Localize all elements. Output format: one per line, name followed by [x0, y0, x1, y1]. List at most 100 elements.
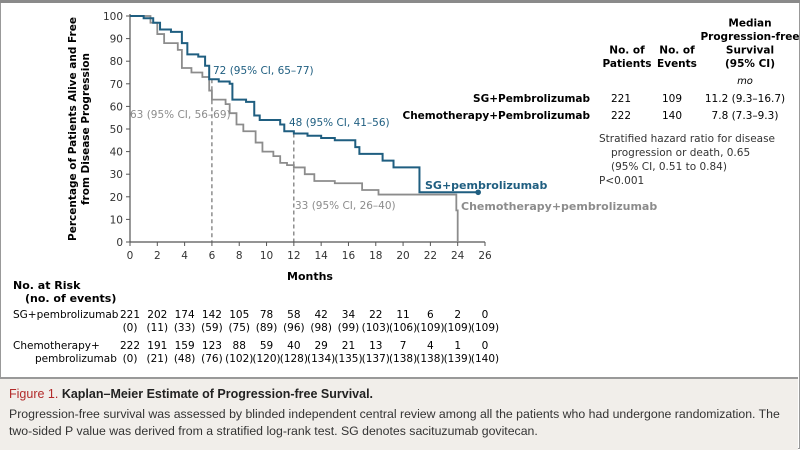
y-axis-label-line1: Percentage of Patients Alive and Free — [67, 17, 79, 241]
risk-table-subtitle: (no. of events) — [25, 292, 116, 305]
risk-event-count: (89) — [256, 322, 278, 334]
km-curve-chemo — [130, 15, 459, 242]
censor-mark — [475, 189, 481, 196]
risk-at-risk-count: 22 — [369, 309, 382, 321]
risk-at-risk-count: 202 — [147, 309, 167, 321]
y-tick-label: 10 — [110, 214, 123, 226]
risk-at-risk-count: 6 — [427, 309, 434, 321]
summary-header: No. of — [609, 45, 645, 57]
y-tick-label: 80 — [110, 56, 123, 68]
risk-at-risk-count: 11 — [396, 309, 409, 321]
km-chart: 0 2 4 6 8 10 12 14 16 18 20 22 24 2601020304050607080… — [13, 11, 800, 365]
summary-header: No. of — [659, 45, 695, 57]
top-rule — [0, 0, 800, 3]
summary-median: 7.8 (7.3–9.3) — [712, 110, 779, 122]
risk-event-count: (109) — [471, 322, 499, 334]
risk-event-count: (0) — [123, 353, 138, 365]
annotation-label: 63 (95% CI, 56–69) — [130, 109, 231, 121]
risk-at-risk-count: 0 — [482, 340, 489, 352]
summary-row-label: SG+Pembrolizumab — [473, 93, 590, 105]
x-tick-label: 6 — [209, 250, 216, 262]
risk-event-count: (137) — [362, 353, 390, 365]
risk-at-risk-count: 88 — [233, 340, 246, 352]
risk-event-count: (109) — [416, 322, 444, 334]
x-tick-label: 0 — [127, 250, 134, 262]
risk-at-risk-count: 123 — [202, 340, 222, 352]
x-tick-label: 2 — [154, 250, 161, 262]
y-tick-label: 50 — [110, 124, 123, 136]
summary-header: Median — [728, 18, 771, 30]
summary-patients: 222 — [611, 110, 631, 122]
y-tick-label: 90 — [110, 34, 123, 46]
y-tick-label: 20 — [110, 192, 123, 204]
x-axis-label: Months — [287, 270, 333, 283]
risk-event-count: (135) — [334, 353, 362, 365]
risk-event-count: (21) — [147, 353, 169, 365]
summary-unit: mo — [737, 76, 753, 87]
risk-table-title: No. at Risk — [13, 279, 81, 292]
risk-row-label: Chemotherapy+ — [13, 340, 100, 352]
risk-event-count: (99) — [338, 322, 360, 334]
risk-event-count: (128) — [280, 353, 308, 365]
annotation-label: 48 (95% CI, 41–56) — [289, 117, 390, 129]
y-tick-label: 0 — [116, 237, 123, 249]
risk-event-count: (138) — [389, 353, 417, 365]
series-label-sg: SG+pembrolizumab — [425, 179, 547, 192]
summary-median: 11.2 (9.3–16.7) — [705, 93, 785, 105]
x-tick-label: 26 — [478, 250, 492, 262]
km-curve-sg — [130, 15, 479, 194]
figure-label: Figure 1. — [9, 387, 59, 401]
risk-event-count: (11) — [147, 322, 169, 334]
risk-at-risk-count: 58 — [287, 309, 300, 321]
summary-header: (95% CI) — [725, 58, 775, 70]
hazard-ratio-text: (95% CI, 0.51 to 0.84) — [611, 161, 727, 173]
x-tick-label: 22 — [424, 250, 437, 262]
summary-events: 109 — [662, 93, 682, 105]
risk-at-risk-count: 222 — [120, 340, 140, 352]
risk-event-count: (106) — [389, 322, 417, 334]
risk-at-risk-count: 174 — [175, 309, 195, 321]
x-tick-label: 4 — [181, 250, 188, 262]
risk-at-risk-count: 34 — [342, 309, 356, 321]
risk-at-risk-count: 21 — [342, 340, 355, 352]
risk-event-count: (33) — [174, 322, 196, 334]
figure-caption: Figure 1. Kaplan–Meier Estimate of Progr… — [0, 377, 798, 450]
annotation-label: 33 (95% CI, 26–40) — [295, 200, 396, 212]
x-tick-label: 24 — [451, 250, 465, 262]
risk-event-count: (59) — [201, 322, 223, 334]
x-tick-label: 12 — [287, 250, 300, 262]
risk-event-count: (48) — [174, 353, 196, 365]
summary-header: Events — [657, 58, 697, 70]
risk-at-risk-count: 78 — [260, 309, 273, 321]
risk-at-risk-count: 42 — [314, 309, 327, 321]
caption-title-text: Kaplan–Meier Estimate of Progression-fre… — [58, 387, 374, 401]
y-tick-label: 70 — [110, 79, 123, 91]
summary-header: Patients — [603, 58, 652, 70]
series-label-chemo: Chemotherapy+pembrolizumab — [461, 200, 657, 213]
y-axis-label-line2: from Disease Progression — [80, 53, 92, 205]
x-tick-label: 10 — [260, 250, 273, 262]
y-tick-label: 60 — [110, 101, 123, 113]
risk-at-risk-count: 40 — [287, 340, 300, 352]
risk-event-count: (98) — [310, 322, 332, 334]
risk-at-risk-count: 142 — [202, 309, 222, 321]
risk-event-count: (139) — [444, 353, 472, 365]
summary-events: 140 — [662, 110, 682, 122]
hazard-ratio-text: Stratified hazard ratio for disease — [599, 133, 775, 145]
risk-at-risk-count: 4 — [427, 340, 434, 352]
risk-event-count: (76) — [201, 353, 223, 365]
y-tick-label: 100 — [103, 11, 123, 23]
risk-at-risk-count: 2 — [454, 309, 461, 321]
risk-at-risk-count: 29 — [314, 340, 327, 352]
x-tick-label: 16 — [342, 250, 356, 262]
risk-event-count: (109) — [444, 322, 472, 334]
risk-at-risk-count: 59 — [260, 340, 273, 352]
risk-at-risk-count: 159 — [175, 340, 195, 352]
risk-row-label: SG+pembrolizumab — [13, 309, 119, 321]
annotation-label: 72 (95% CI, 65–77) — [213, 65, 314, 77]
risk-at-risk-count: 0 — [482, 309, 489, 321]
risk-at-risk-count: 7 — [400, 340, 407, 352]
risk-event-count: (96) — [283, 322, 305, 334]
x-tick-label: 20 — [396, 250, 409, 262]
risk-event-count: (102) — [225, 353, 253, 365]
